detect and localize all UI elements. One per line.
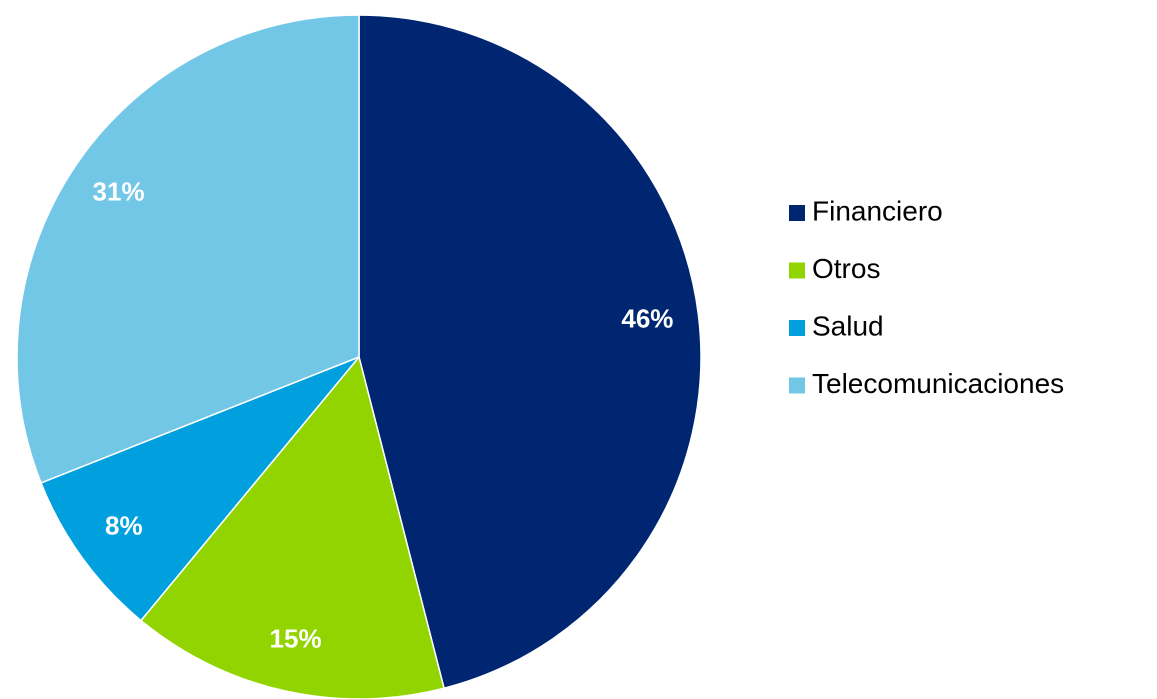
legend-swatch xyxy=(789,377,805,394)
pie-slice xyxy=(358,14,702,690)
pie-slice xyxy=(40,356,360,622)
data-label: 15% xyxy=(270,624,322,654)
legend-label: Salud xyxy=(812,310,884,341)
legend-label: Otros xyxy=(812,253,880,284)
data-label: 8% xyxy=(105,511,143,541)
legend-label: Telecomunicaciones xyxy=(812,368,1064,399)
legend-swatch xyxy=(789,262,805,279)
pie-slice xyxy=(16,14,360,484)
legend-swatch xyxy=(789,205,805,221)
data-label: 46% xyxy=(621,303,673,333)
pie-slice xyxy=(139,355,445,699)
data-label: 31% xyxy=(93,176,145,206)
legend-swatch xyxy=(789,320,805,336)
legend-label: Financiero xyxy=(812,195,943,226)
